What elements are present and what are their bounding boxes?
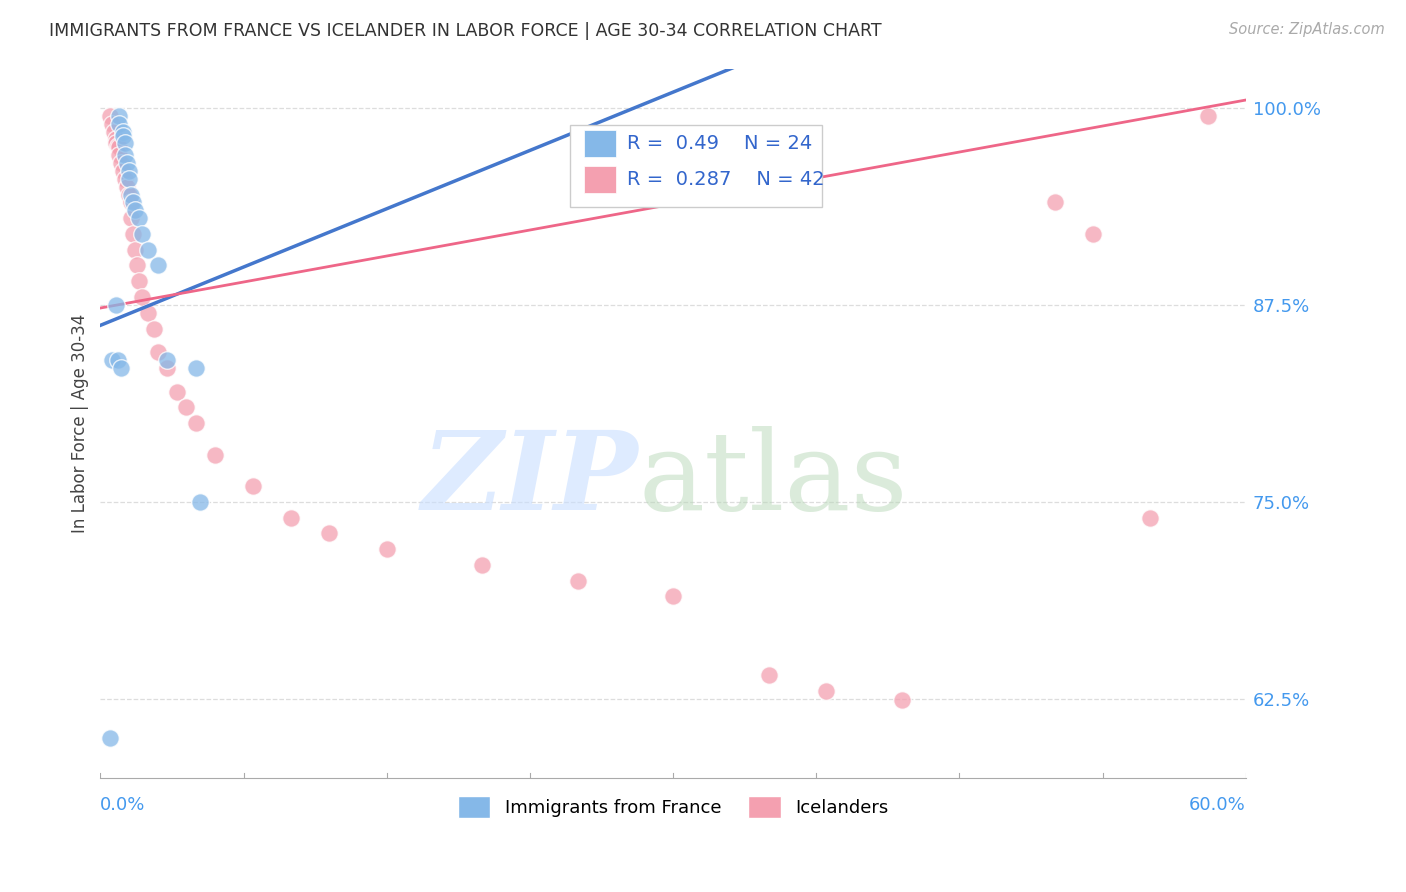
Point — [103, 124, 125, 138]
Point — [118, 187, 141, 202]
Point — [146, 259, 169, 273]
Point — [104, 136, 127, 150]
Point — [1043, 195, 1066, 210]
Legend: Immigrants from France, Icelanders: Immigrants from France, Icelanders — [450, 789, 896, 825]
Point — [124, 203, 146, 218]
Point — [662, 590, 685, 604]
Point — [188, 495, 211, 509]
Point — [125, 259, 148, 273]
FancyBboxPatch shape — [583, 130, 616, 157]
Point — [184, 360, 207, 375]
Point — [471, 558, 494, 572]
Point — [98, 731, 121, 746]
Point — [108, 117, 131, 131]
Point — [114, 171, 136, 186]
Point — [98, 109, 121, 123]
Point — [204, 448, 226, 462]
Point — [146, 345, 169, 359]
Point — [101, 117, 124, 131]
Point — [814, 684, 837, 698]
Point — [107, 353, 129, 368]
FancyBboxPatch shape — [569, 125, 823, 207]
Point — [891, 693, 914, 707]
Point — [318, 526, 340, 541]
Point — [156, 360, 179, 375]
Point — [120, 195, 142, 210]
Point — [136, 306, 159, 320]
Point — [112, 164, 135, 178]
Point — [1139, 510, 1161, 524]
Point — [1197, 109, 1219, 123]
Point — [121, 195, 143, 210]
Point — [108, 140, 131, 154]
Point — [115, 156, 138, 170]
Y-axis label: In Labor Force | Age 30-34: In Labor Force | Age 30-34 — [72, 313, 89, 533]
Point — [184, 416, 207, 430]
Point — [104, 298, 127, 312]
Text: R =  0.287    N = 42: R = 0.287 N = 42 — [627, 170, 825, 189]
Text: atlas: atlas — [638, 426, 908, 533]
Point — [128, 274, 150, 288]
Point — [567, 574, 589, 588]
Point — [104, 132, 127, 146]
Point — [101, 353, 124, 368]
Point — [131, 290, 153, 304]
Point — [131, 227, 153, 241]
Text: IMMIGRANTS FROM FRANCE VS ICELANDER IN LABOR FORCE | AGE 30-34 CORRELATION CHART: IMMIGRANTS FROM FRANCE VS ICELANDER IN L… — [49, 22, 882, 40]
Point — [142, 321, 165, 335]
Point — [136, 243, 159, 257]
Point — [120, 211, 142, 226]
Point — [112, 124, 135, 138]
Point — [118, 164, 141, 178]
Point — [156, 353, 179, 368]
Point — [1081, 227, 1104, 241]
Point — [114, 148, 136, 162]
Point — [107, 138, 129, 153]
Point — [758, 668, 780, 682]
Text: R =  0.49    N = 24: R = 0.49 N = 24 — [627, 134, 813, 153]
Point — [112, 129, 135, 144]
Point — [174, 401, 197, 415]
Point — [110, 360, 132, 375]
Point — [114, 136, 136, 150]
Point — [121, 227, 143, 241]
Point — [166, 384, 188, 399]
Point — [108, 109, 131, 123]
Text: ZIP: ZIP — [422, 426, 638, 533]
Text: 0.0%: 0.0% — [100, 797, 146, 814]
Point — [108, 148, 131, 162]
Text: 60.0%: 60.0% — [1189, 797, 1246, 814]
FancyBboxPatch shape — [583, 166, 616, 193]
Point — [375, 542, 398, 557]
Point — [110, 156, 132, 170]
Point — [118, 171, 141, 186]
Point — [242, 479, 264, 493]
Point — [124, 243, 146, 257]
Point — [280, 510, 302, 524]
Text: Source: ZipAtlas.com: Source: ZipAtlas.com — [1229, 22, 1385, 37]
Point — [120, 187, 142, 202]
Point — [128, 211, 150, 226]
Point — [115, 179, 138, 194]
